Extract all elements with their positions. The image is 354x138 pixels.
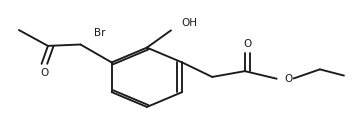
Text: OH: OH — [181, 18, 198, 28]
Text: Br: Br — [94, 28, 106, 38]
Text: O: O — [285, 74, 293, 84]
Text: O: O — [40, 68, 48, 79]
Text: O: O — [244, 39, 252, 49]
